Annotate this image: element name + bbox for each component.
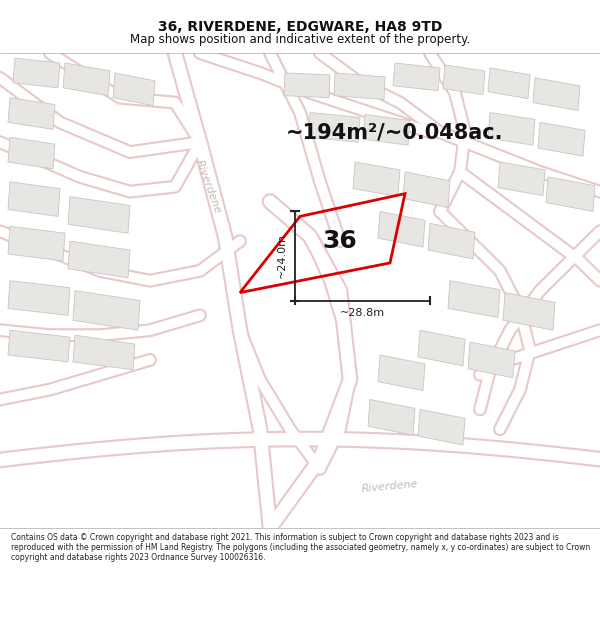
Polygon shape xyxy=(368,399,415,435)
Text: 36: 36 xyxy=(323,229,358,253)
Polygon shape xyxy=(533,78,580,111)
Polygon shape xyxy=(334,73,385,99)
Text: ~194m²/~0.048ac.: ~194m²/~0.048ac. xyxy=(286,122,504,142)
Polygon shape xyxy=(538,122,585,156)
Polygon shape xyxy=(73,291,140,330)
Polygon shape xyxy=(68,241,130,278)
Polygon shape xyxy=(488,68,530,99)
Polygon shape xyxy=(8,182,60,216)
Polygon shape xyxy=(308,112,360,142)
Polygon shape xyxy=(418,409,465,445)
Text: 36, RIVERDENE, EDGWARE, HA8 9TD: 36, RIVERDENE, EDGWARE, HA8 9TD xyxy=(158,20,442,34)
Polygon shape xyxy=(546,177,595,211)
Text: Riverdene: Riverdene xyxy=(361,479,419,494)
Polygon shape xyxy=(443,65,485,94)
Polygon shape xyxy=(8,138,55,169)
Polygon shape xyxy=(393,63,440,91)
Polygon shape xyxy=(13,58,60,88)
Polygon shape xyxy=(8,330,70,362)
Polygon shape xyxy=(468,342,515,377)
Polygon shape xyxy=(403,172,450,208)
Polygon shape xyxy=(378,355,425,391)
Polygon shape xyxy=(113,73,155,106)
Text: Contains OS data © Crown copyright and database right 2021. This information is : Contains OS data © Crown copyright and d… xyxy=(11,532,590,562)
Polygon shape xyxy=(428,223,475,259)
Polygon shape xyxy=(363,114,410,145)
Polygon shape xyxy=(8,98,55,129)
Polygon shape xyxy=(353,162,400,197)
Polygon shape xyxy=(8,226,65,261)
Polygon shape xyxy=(448,281,500,318)
Text: Map shows position and indicative extent of the property.: Map shows position and indicative extent… xyxy=(130,34,470,46)
Polygon shape xyxy=(503,292,555,330)
Text: Riverdene: Riverdene xyxy=(194,158,223,215)
Text: ~24.0m: ~24.0m xyxy=(277,234,287,279)
Polygon shape xyxy=(73,335,135,370)
Polygon shape xyxy=(498,162,545,196)
Text: ~28.8m: ~28.8m xyxy=(340,308,385,318)
Polygon shape xyxy=(63,63,110,96)
Polygon shape xyxy=(488,112,535,145)
Polygon shape xyxy=(8,281,70,316)
Polygon shape xyxy=(284,73,330,98)
Polygon shape xyxy=(68,197,130,233)
Polygon shape xyxy=(418,330,465,366)
Polygon shape xyxy=(378,211,425,247)
